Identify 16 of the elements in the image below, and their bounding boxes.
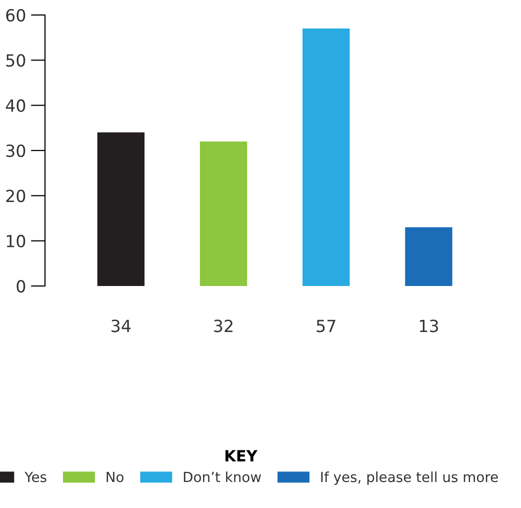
y-tick-label: 0 <box>16 280 26 293</box>
legend-label: If yes, please tell us more <box>321 471 498 485</box>
legend-label: Yes <box>24 472 46 482</box>
y-tick-label: 20 <box>6 190 26 202</box>
legend-label: No <box>106 472 124 482</box>
y-tick-label: 40 <box>6 99 26 112</box>
legend-title: KEY <box>225 450 258 462</box>
x-tick-label: 13 <box>420 320 438 332</box>
y-tick-label: 10 <box>6 234 26 248</box>
x-tick-label: 32 <box>214 320 232 332</box>
x-tick-label: 34 <box>112 320 131 332</box>
x-tick-label: 57 <box>316 320 336 332</box>
y-tick-label: 60 <box>6 8 26 22</box>
y-tick-label: 30 <box>6 144 26 158</box>
legend-label: Don’t know <box>184 471 261 482</box>
y-tick-label: 50 <box>6 54 26 67</box>
